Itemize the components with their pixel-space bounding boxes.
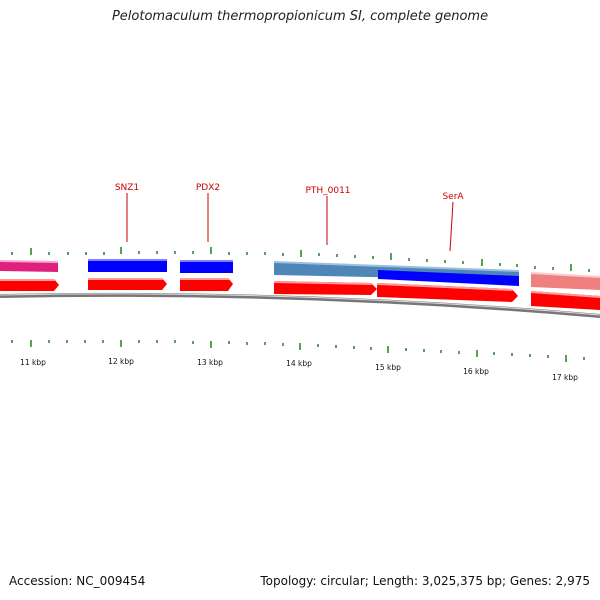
kbp-label: 15 kbp: [375, 363, 401, 372]
cds-arrow[interactable]: [180, 278, 233, 291]
backbone-highlight: [0, 293, 600, 316]
genome-summary-text: Topology: circular; Length: 3,025,375 bp…: [260, 574, 590, 588]
kbp-label: 14 kbp: [286, 359, 312, 368]
feature-track-upper[interactable]: [0, 259, 600, 290]
gene-label-pth-0011[interactable]: PTH_0011: [305, 186, 350, 196]
feature-block-snz1-shine: [88, 259, 167, 261]
gene-leader-lines: [126, 193, 454, 252]
feature-block-snz1[interactable]: [88, 259, 167, 272]
feature-block-salmon-shine: [531, 272, 600, 278]
outer-tick-marks: [11, 340, 585, 362]
feature-block-pdx2-shine: [180, 260, 233, 262]
map-title: Pelotomaculum thermopropionicum SI, comp…: [111, 9, 489, 24]
feature-block-pdx2[interactable]: [180, 260, 233, 273]
feature-block-pink-shine: [0, 260, 58, 263]
feature-block-pth-0011-shine: [274, 261, 519, 272]
gene-label-snz1[interactable]: SNZ1: [115, 183, 139, 193]
cds-highlights: [0, 278, 600, 298]
accession-text: Accession: NC_009454: [9, 574, 146, 588]
feature-block-salmon[interactable]: [531, 273, 600, 290]
feature-block-sera[interactable]: [378, 270, 519, 286]
cds-arrow[interactable]: [88, 278, 167, 290]
gene-label-pdx2[interactable]: PDX2: [196, 183, 220, 193]
cds-arrow[interactable]: [0, 279, 59, 291]
kbp-label: 16 kbp: [463, 367, 489, 376]
gene-label-sera[interactable]: SerA: [442, 192, 464, 202]
kbp-label: 12 kbp: [108, 357, 134, 366]
kbp-label: 13 kbp: [197, 358, 223, 367]
kbp-label: 17 kbp: [552, 373, 578, 382]
feature-block-pink[interactable]: [0, 261, 58, 272]
kbp-label: 11 kbp: [20, 358, 46, 367]
backbone-track: [0, 292, 600, 318]
inner-tick-marks: [11, 247, 590, 272]
